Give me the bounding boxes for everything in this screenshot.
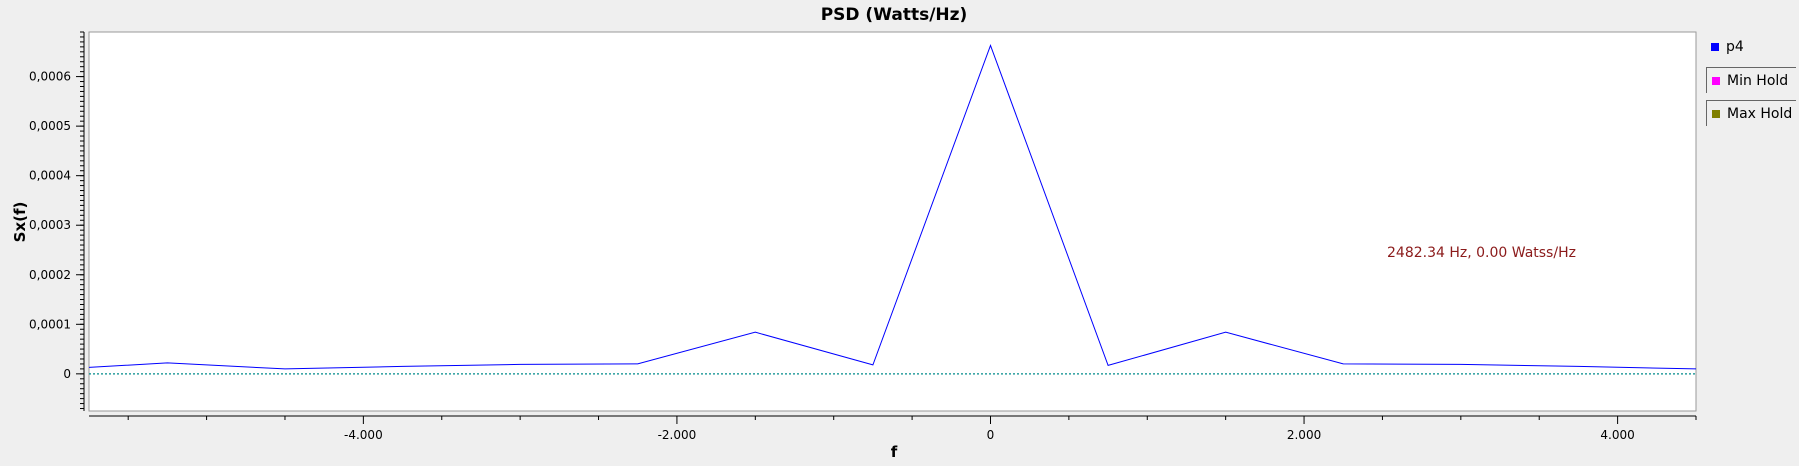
legend: p4 Min Hold Max Hold (1706, 34, 1796, 133)
plot-canvas (88, 31, 1697, 412)
y-axis-label: Sx(f) (11, 202, 29, 243)
legend-swatch-min-hold (1712, 76, 1720, 85)
legend-item-min-hold[interactable]: Min Hold (1706, 67, 1796, 93)
y-tick-label: 0,0006 (29, 70, 71, 84)
x-tick-label: 0 (987, 428, 995, 442)
x-axis-label: f (891, 443, 898, 461)
legend-swatch-p4 (1711, 43, 1719, 51)
y-tick-label: 0,0002 (29, 268, 71, 282)
y-tick-label: 0,0003 (29, 218, 71, 232)
cursor-annotation: 2482.34 Hz, 0.00 Watss/Hz (1387, 245, 1576, 261)
series-layer (88, 43, 1697, 375)
y-tick-label: 0,0004 (29, 169, 71, 183)
legend-label-p4: p4 (1726, 39, 1744, 55)
legend-label-min-hold: Min Hold (1727, 72, 1789, 89)
x-tick-label: -4.000 (344, 428, 383, 442)
legend-swatch-max-hold (1712, 109, 1720, 118)
legend-item-p4[interactable]: p4 (1706, 34, 1796, 60)
y-tick-label: 0 (63, 367, 71, 381)
axes-layer: 0 0,0001 0,0002 0,0003 0,0004 0,0005 0,0006 -4.… (29, 31, 1697, 442)
x-tick-label: -2.000 (658, 428, 697, 442)
series-line-p4 (88, 43, 1697, 370)
y-tick-label: 0,0005 (29, 119, 71, 133)
legend-item-max-hold[interactable]: Max Hold (1706, 100, 1796, 126)
x-tick-label: 2.000 (1287, 428, 1321, 442)
chart-title: PSD (Watts/Hz) (821, 5, 968, 25)
y-tick-label: 0,0001 (29, 317, 71, 331)
x-tick-label: 4.000 (1600, 428, 1634, 442)
legend-label-max-hold: Max Hold (1727, 105, 1793, 122)
